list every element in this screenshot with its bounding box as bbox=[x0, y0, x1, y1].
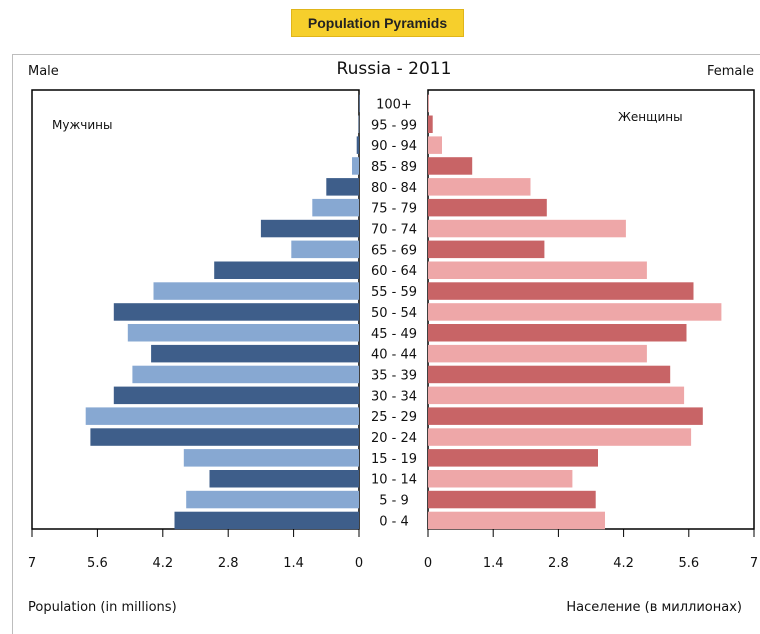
female-bar bbox=[428, 303, 722, 321]
banner-title: Population Pyramids bbox=[291, 9, 464, 37]
chart-title: Russia - 2011 bbox=[337, 59, 452, 79]
age-group-label: 30 - 34 bbox=[371, 389, 417, 404]
male-bar bbox=[291, 240, 359, 259]
x-axis-label-left: Population (in millions) bbox=[28, 600, 177, 615]
female-bar bbox=[428, 115, 433, 133]
male-bar bbox=[209, 470, 359, 488]
male-bar bbox=[352, 157, 359, 175]
male-bar bbox=[151, 344, 359, 363]
male-tick-label: 7 bbox=[28, 556, 36, 571]
female-inner-label: Женщины bbox=[618, 110, 683, 124]
male-bar bbox=[85, 407, 359, 425]
male-bar bbox=[359, 94, 360, 113]
age-group-label: 0 - 4 bbox=[379, 514, 409, 529]
age-group-label: 20 - 24 bbox=[371, 431, 417, 446]
male-tick-label: 5.6 bbox=[87, 556, 108, 571]
female-bar bbox=[428, 344, 647, 363]
category-labels: 100+ 95 - 99 90 - 94 85 - 89 80 - 84 75 - 79 7… bbox=[371, 97, 417, 529]
male-bar bbox=[356, 136, 359, 154]
male-bar bbox=[153, 282, 359, 300]
female-bar bbox=[428, 136, 442, 154]
right-header: Female bbox=[707, 64, 754, 79]
age-group-label: 80 - 84 bbox=[371, 181, 417, 196]
age-group-label: 65 - 69 bbox=[371, 243, 417, 258]
female-tick-label: 7 bbox=[750, 556, 758, 571]
female-tick-label: 1.4 bbox=[483, 556, 504, 571]
frame-top-line bbox=[12, 54, 760, 55]
male-bar bbox=[127, 324, 359, 342]
male-bar bbox=[90, 428, 360, 446]
age-group-label: 95 - 99 bbox=[371, 118, 417, 133]
female-bar bbox=[428, 261, 647, 279]
female-bar bbox=[428, 449, 598, 467]
male-tick-label: 2.8 bbox=[218, 556, 239, 571]
age-group-label: 5 - 9 bbox=[379, 494, 409, 509]
age-group-label: 85 - 89 bbox=[371, 160, 417, 175]
male-bar bbox=[113, 386, 360, 405]
male-tick-label: 0 bbox=[355, 556, 363, 571]
female-bar bbox=[428, 490, 596, 509]
age-group-label: 55 - 59 bbox=[371, 285, 417, 300]
female-bar bbox=[428, 428, 692, 446]
age-group-label: 10 - 14 bbox=[371, 473, 417, 488]
age-group-label: 15 - 19 bbox=[371, 452, 417, 467]
female-bar bbox=[428, 94, 429, 113]
female-tick-label: 4.2 bbox=[613, 556, 634, 571]
female-bar bbox=[428, 178, 531, 196]
female-bar bbox=[428, 240, 545, 259]
male-bar bbox=[214, 261, 359, 279]
female-tick-label: 0 bbox=[424, 556, 432, 571]
male-bar bbox=[260, 219, 359, 238]
male-tick-label: 1.4 bbox=[283, 556, 304, 571]
male-bar bbox=[312, 198, 359, 217]
male-bar bbox=[186, 490, 359, 509]
female-bar bbox=[428, 198, 547, 217]
age-group-label: 60 - 64 bbox=[371, 264, 417, 279]
female-bar bbox=[428, 470, 573, 488]
female-bar bbox=[428, 407, 703, 425]
male-bar bbox=[113, 303, 360, 321]
age-group-label: 35 - 39 bbox=[371, 369, 417, 384]
age-group-label: 75 - 79 bbox=[371, 202, 417, 217]
female-bar bbox=[428, 157, 473, 175]
frame-left-line bbox=[12, 54, 13, 634]
female-bar bbox=[428, 386, 685, 405]
male-bar bbox=[358, 115, 360, 133]
bars-group bbox=[85, 94, 722, 530]
age-group-label: 25 - 29 bbox=[371, 410, 417, 425]
male-bar bbox=[174, 511, 359, 530]
age-group-label: 40 - 44 bbox=[371, 348, 417, 363]
female-bar bbox=[428, 324, 687, 342]
male-tick-label: 4.2 bbox=[152, 556, 173, 571]
male-bar bbox=[132, 365, 359, 384]
female-bar bbox=[428, 365, 671, 384]
male-bar bbox=[183, 449, 359, 467]
axis-ticks: 7 5.6 4.2 2.8 1.4 0 0 1.4 2.8 4.2 5.6 7 bbox=[28, 529, 758, 571]
female-tick-label: 2.8 bbox=[548, 556, 569, 571]
left-header: Male bbox=[28, 64, 59, 79]
age-group-label: 70 - 74 bbox=[371, 223, 417, 238]
age-group-label: 50 - 54 bbox=[371, 306, 417, 321]
female-bar bbox=[428, 511, 605, 530]
age-group-label: 90 - 94 bbox=[371, 139, 417, 154]
male-inner-label: Мужчины bbox=[52, 118, 112, 132]
male-bar bbox=[326, 178, 359, 196]
x-axis-label-right: Население (в миллионах) bbox=[566, 600, 742, 615]
female-tick-label: 5.6 bbox=[678, 556, 699, 571]
female-bar bbox=[428, 282, 694, 300]
age-group-label: 100+ bbox=[376, 97, 412, 112]
female-bar bbox=[428, 219, 626, 238]
age-group-label: 45 - 49 bbox=[371, 327, 417, 342]
